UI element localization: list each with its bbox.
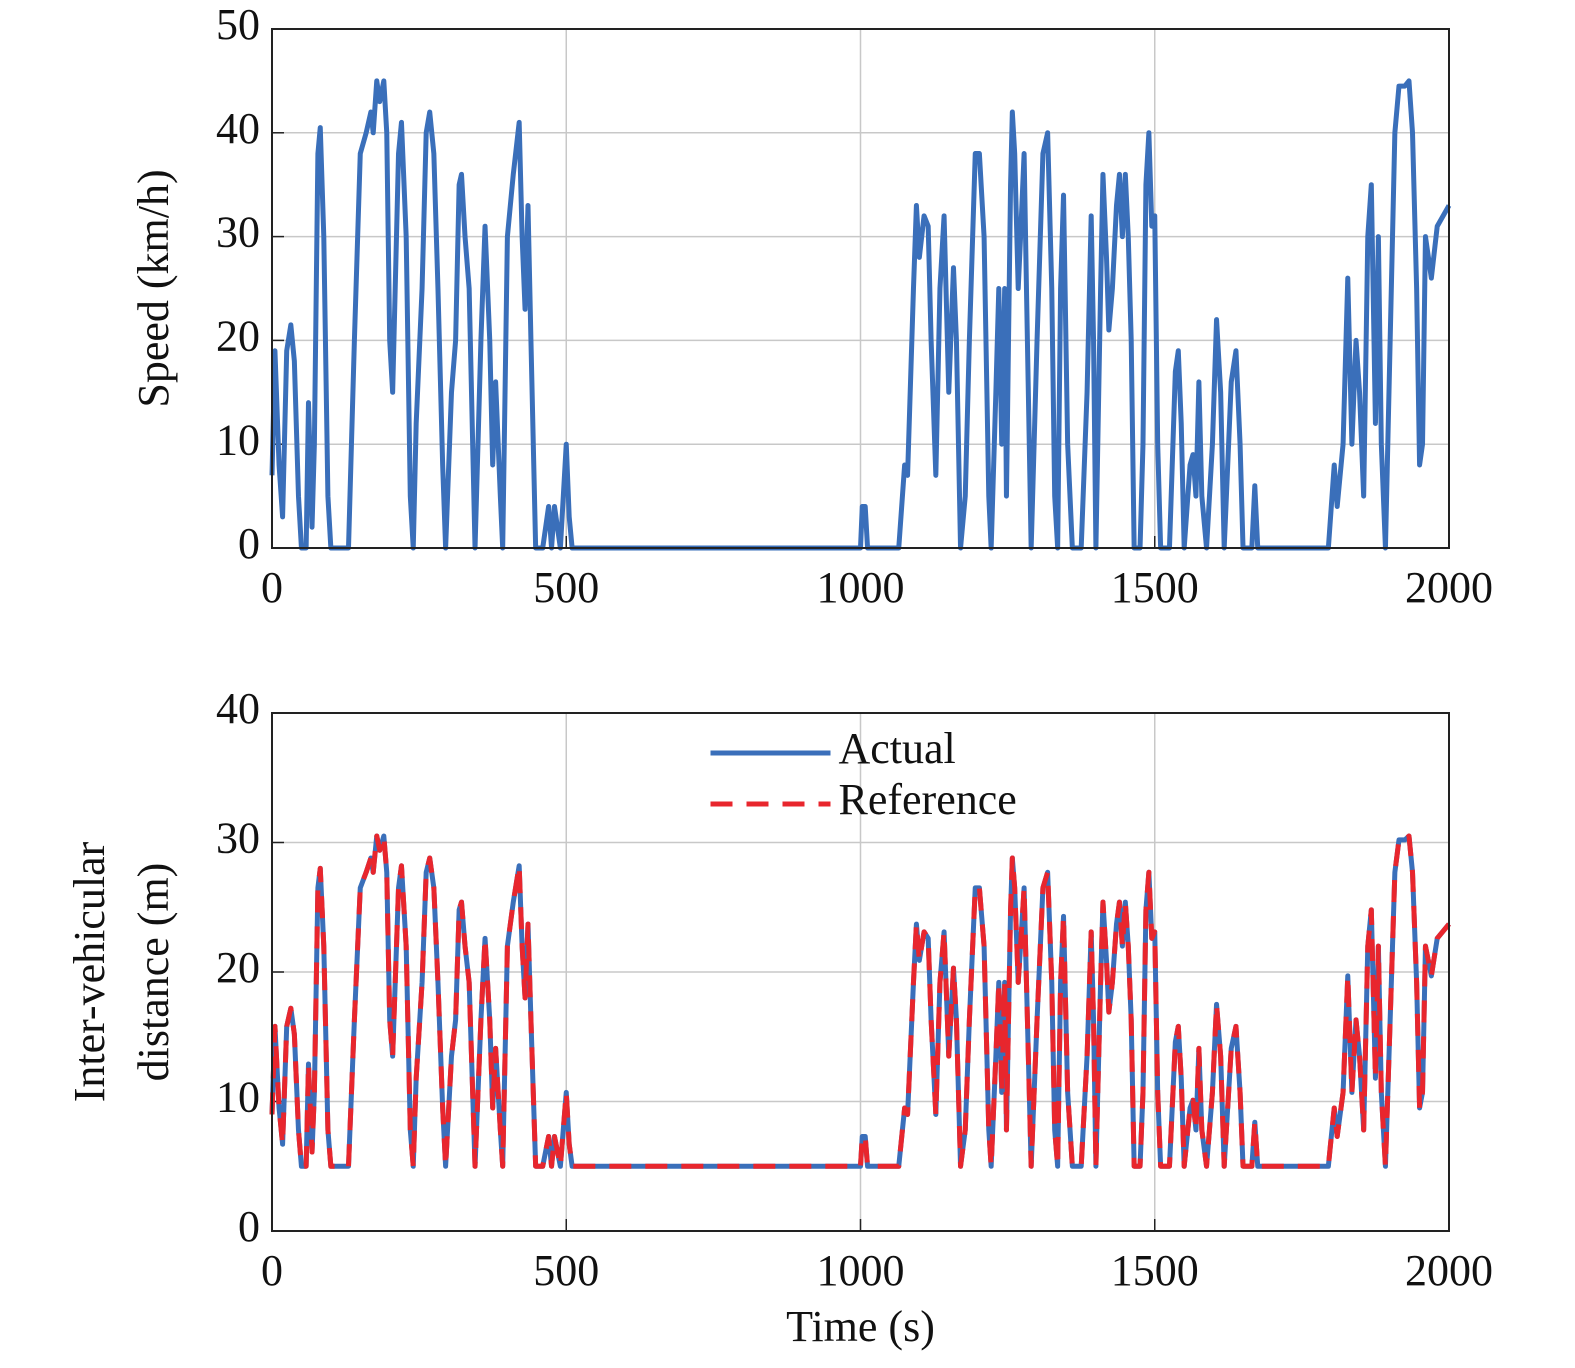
x-tick-label: 1500 (1111, 1246, 1199, 1295)
y-tick-label: 20 (216, 311, 260, 360)
legend-label: Actual (839, 724, 956, 773)
x-tick-label: 2000 (1405, 1246, 1493, 1295)
data-line (269, 833, 1451, 1169)
y-axis-label: Speed (km/h) (129, 169, 178, 407)
y-tick-label: 10 (216, 415, 260, 464)
x-tick-label: 1000 (817, 563, 905, 612)
axes-box (271, 28, 1450, 549)
y-tick-label: 40 (216, 684, 260, 733)
x-tick-label: 1500 (1111, 563, 1199, 612)
y-tick-label: 50 (216, 0, 260, 49)
legend-label: Reference (839, 775, 1017, 824)
y-tick-label: 30 (216, 208, 260, 257)
x-tick-label: 500 (533, 1246, 599, 1295)
data-line (269, 78, 1452, 551)
x-axis-label: Time (s) (786, 1302, 935, 1351)
y-tick-label: 40 (216, 104, 260, 153)
x-tick-label: 500 (533, 563, 599, 612)
x-tick-label: 0 (261, 1246, 283, 1295)
x-tick-label: 0 (261, 563, 283, 612)
y-axis-label: distance (m) (129, 863, 178, 1082)
y-tick-label: 30 (216, 814, 260, 863)
axes-box (271, 712, 1450, 1232)
y-axis-label: Inter-vehicular (65, 841, 114, 1102)
y-tick-label: 0 (238, 1202, 260, 1251)
x-tick-label: 1000 (817, 1246, 905, 1295)
y-tick-label: 10 (216, 1073, 260, 1122)
y-tick-label: 20 (216, 943, 260, 992)
x-tick-label: 2000 (1405, 563, 1493, 612)
y-tick-label: 0 (238, 519, 260, 568)
